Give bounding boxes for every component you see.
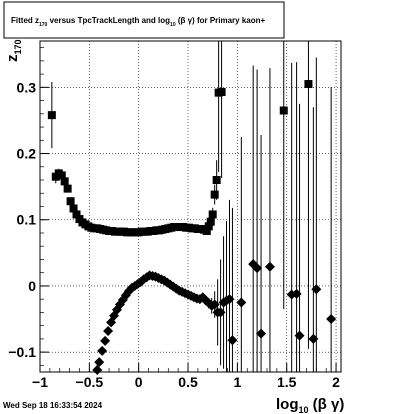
data-point-diamond	[120, 290, 131, 301]
data-point-square	[304, 80, 313, 89]
data-point-diamond	[264, 261, 275, 272]
data-point-diamond	[326, 314, 337, 325]
x-axis-label: log10 (β γ)	[276, 396, 344, 414]
data-point-square	[69, 204, 78, 213]
grid	[40, 41, 341, 372]
data-point-diamond	[92, 365, 103, 376]
data-point-square	[217, 87, 226, 96]
chart-title-box: Fitted z170 versus TpcTrackLength and lo…	[3, 1, 285, 39]
data-point-diamond	[236, 297, 247, 308]
data-point-diamond	[311, 284, 322, 295]
data-point-square	[66, 197, 75, 206]
data-point-square	[206, 217, 215, 226]
data-point-square	[63, 184, 72, 193]
data-point-diamond	[209, 299, 220, 310]
y-tick-label: 0.3	[17, 79, 37, 95]
data-point-diamond	[256, 328, 267, 339]
data-point-diamond	[294, 330, 305, 341]
chart-title: Fitted z170 versus TpcTrackLength and lo…	[11, 16, 266, 28]
x-tick-label: 1.5	[277, 374, 297, 390]
data-point-diamond	[215, 307, 226, 318]
x-tick-label: −0.5	[76, 374, 104, 390]
data-point-diamond	[252, 263, 263, 274]
data-point-diamond	[100, 335, 111, 346]
data-point-square	[60, 177, 69, 186]
data-point-diamond	[103, 325, 114, 336]
series-squares	[47, 80, 313, 237]
data-point-square	[57, 171, 66, 180]
data-point-square	[47, 111, 56, 120]
data-point-square	[210, 190, 219, 199]
data-point-square	[204, 222, 213, 231]
x-tick-label: 0.5	[178, 374, 198, 390]
data-point-square	[202, 226, 211, 235]
data-point-diamond	[97, 345, 108, 356]
y-tick-labels: −0.1 0 0.1 0.2 0.3	[8, 79, 36, 360]
data-point-diamond	[308, 333, 319, 344]
y-tick-label: 0.1	[17, 212, 37, 228]
series-diamonds	[92, 259, 337, 376]
footer-date: Wed Sep 18 16:33:54 2024	[3, 401, 103, 410]
data-point-square	[212, 176, 221, 185]
x-tick-labels: −1 −0.5 0 0.5 1 1.5 2	[32, 374, 340, 390]
y-tick-label: 0.2	[17, 146, 37, 162]
y-tick-label: −0.1	[8, 344, 36, 360]
x-tick-label: 0	[135, 374, 143, 390]
data-point-diamond	[227, 335, 238, 346]
y-tick-label: 0	[28, 278, 36, 294]
y-axis-label: z170	[4, 39, 23, 62]
data-point-diamond	[94, 357, 105, 368]
data-point-square	[72, 210, 81, 219]
data-point-diamond	[291, 288, 302, 299]
data-point-square	[208, 210, 217, 219]
x-tick-label: 2	[332, 374, 340, 390]
plot-frame	[39, 40, 342, 373]
x-tick-label: −1	[32, 374, 48, 390]
data-point-square	[279, 106, 288, 115]
data-point-diamond	[224, 294, 235, 305]
x-tick-label: 1	[233, 374, 241, 390]
